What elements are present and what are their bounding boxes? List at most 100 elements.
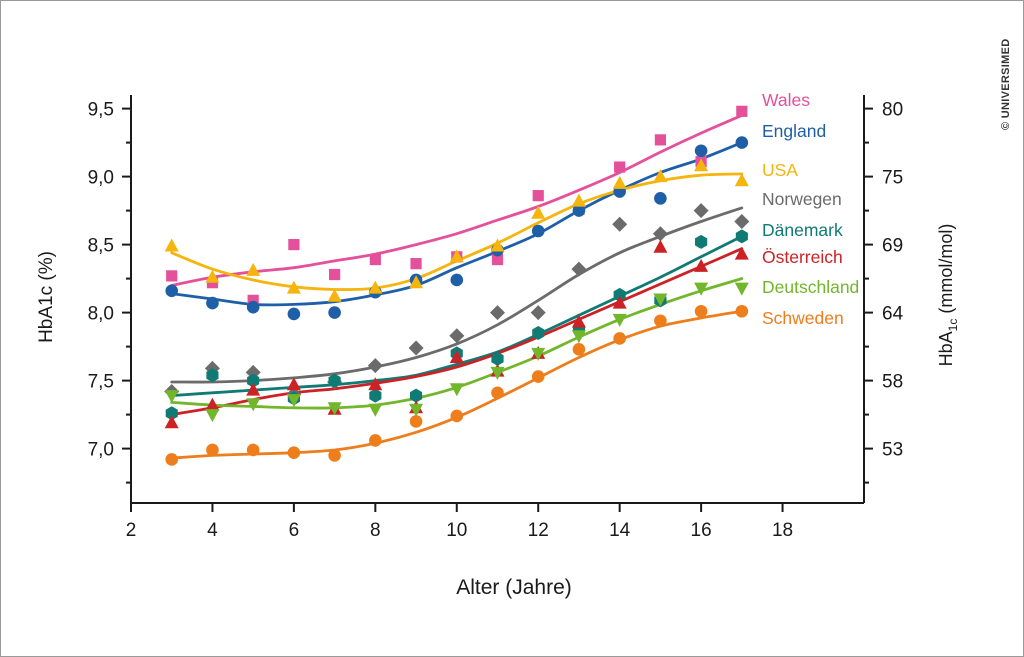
series-label-deutschland: Deutschland <box>762 277 859 297</box>
point-wales <box>288 239 300 251</box>
point-norwegen <box>571 261 587 277</box>
point-wales <box>491 253 504 266</box>
point-england <box>694 144 708 158</box>
series-label-daenemark: Dänemark <box>762 220 843 240</box>
point-schweden <box>369 434 382 447</box>
x-tick-label: 6 <box>289 520 300 541</box>
point-usa <box>449 249 464 263</box>
fit-line-norwegen <box>170 206 744 384</box>
point-deutschland <box>612 313 627 327</box>
point-deutschland <box>368 403 383 417</box>
point-norwegen <box>652 226 668 242</box>
point-usa <box>368 280 383 294</box>
point-daenemark <box>328 373 341 388</box>
y2-axis-title-rest: (mmol/mol) <box>936 224 956 319</box>
point-england <box>165 284 179 298</box>
point-oesterreich <box>164 415 179 429</box>
point-oesterreich <box>734 246 749 260</box>
point-england <box>450 273 464 287</box>
point-england <box>572 204 586 217</box>
y2-tick-label: 75 <box>882 168 903 189</box>
point-usa <box>246 262 261 276</box>
point-deutschland <box>653 293 668 307</box>
x-tick-label: 16 <box>691 520 712 541</box>
point-norwegen <box>693 203 709 219</box>
x-tick-label: 10 <box>446 520 467 541</box>
point-deutschland <box>327 402 342 416</box>
point-schweden <box>491 386 504 400</box>
y-tick-label: 7,0 <box>88 440 114 461</box>
point-daenemark <box>613 287 626 302</box>
point-schweden <box>735 304 749 318</box>
point-usa <box>612 175 627 189</box>
point-schweden <box>613 332 626 345</box>
y-axis-title: HbA1c (%) <box>36 251 57 343</box>
series-label-norwegen: Norwegen <box>762 189 842 209</box>
point-wales <box>654 134 666 146</box>
point-schweden <box>694 304 708 318</box>
point-usa <box>490 238 505 252</box>
fit-line-oesterreich <box>170 247 744 416</box>
point-schweden <box>531 370 545 383</box>
point-usa <box>164 238 179 252</box>
point-wales <box>410 258 422 270</box>
point-oesterreich <box>571 314 586 328</box>
fit-lines <box>170 114 744 460</box>
x-tick-label: 8 <box>370 520 381 541</box>
point-schweden <box>572 343 586 356</box>
fit-line-daenemark <box>170 235 744 397</box>
point-deutschland <box>449 383 464 397</box>
point-wales <box>532 190 544 202</box>
point-wales <box>369 253 381 266</box>
x-tick-label: 4 <box>207 520 218 541</box>
point-norwegen <box>612 216 628 232</box>
y2-tick-label: 80 <box>882 100 903 121</box>
point-deutschland <box>246 398 261 412</box>
point-daenemark <box>410 388 423 403</box>
point-deutschland <box>164 390 179 404</box>
y2-tick-label: 58 <box>882 372 903 393</box>
copyright-text: © UNIVERSIMED <box>1000 38 1012 130</box>
y-tick-label: 8,5 <box>88 236 114 257</box>
point-usa <box>531 205 546 219</box>
point-daenemark <box>491 351 504 366</box>
point-schweden <box>409 415 423 428</box>
point-oesterreich <box>368 377 383 391</box>
series-label-usa: USA <box>762 160 798 180</box>
point-norwegen <box>490 305 505 321</box>
point-oesterreich <box>612 295 627 309</box>
point-daenemark <box>735 229 748 244</box>
point-oesterreich <box>694 258 709 272</box>
point-wales <box>614 161 626 173</box>
point-daenemark <box>695 234 708 249</box>
point-england <box>246 300 260 314</box>
point-schweden <box>450 409 464 423</box>
point-usa <box>694 158 709 172</box>
point-oesterreich <box>653 239 668 253</box>
point-schweden <box>654 314 667 328</box>
point-daenemark <box>369 388 382 403</box>
fit-line-wales <box>170 114 744 287</box>
point-schweden <box>287 446 301 459</box>
point-oesterreich <box>286 377 301 391</box>
point-daenemark <box>206 368 219 383</box>
point-usa <box>653 169 668 183</box>
x-tick-label: 14 <box>609 520 631 541</box>
x-axis-title: Alter (Jahre) <box>456 576 572 599</box>
fit-line-england <box>170 141 744 307</box>
series-labels: Wales England USA Norwegen Dänemark Österreic… <box>762 90 859 328</box>
series-label-england: England <box>762 121 826 141</box>
point-wales <box>247 294 259 306</box>
axes: 2 4 6 8 10 12 14 16 18 7,0 7,5 8,0 8,5 9,0 9,5 53 58 64 69… <box>88 95 904 541</box>
point-usa <box>571 193 586 207</box>
point-wales <box>736 105 748 117</box>
data-points <box>164 105 750 466</box>
point-deutschland <box>490 366 505 380</box>
point-usa <box>734 173 749 187</box>
x-tick-label: 12 <box>528 520 549 541</box>
y2-axis-title-base: HbA <box>936 331 956 366</box>
point-usa <box>286 280 301 294</box>
point-schweden <box>165 453 179 466</box>
point-deutschland <box>694 282 709 296</box>
